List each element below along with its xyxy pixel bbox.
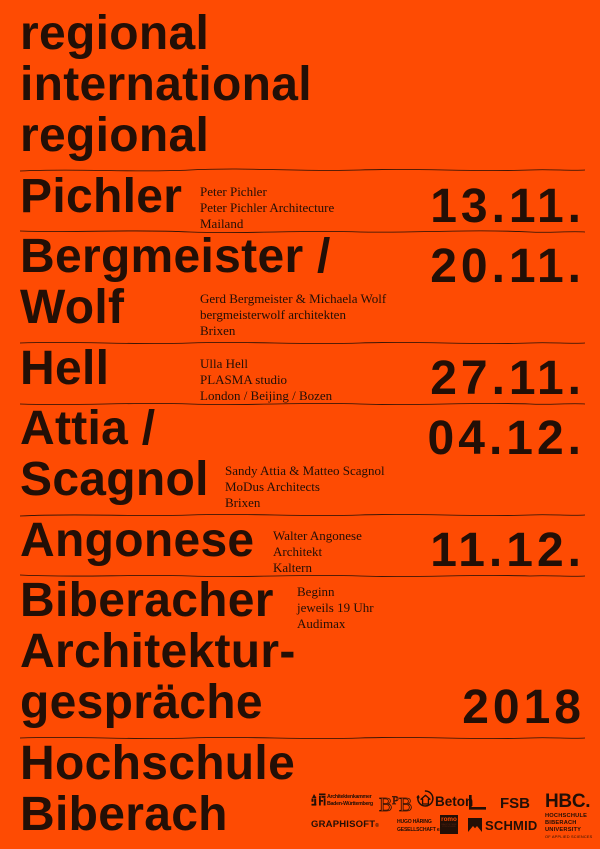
svg-text:B: B <box>379 794 392 814</box>
svg-text:B: B <box>399 794 412 814</box>
svg-text:P: P <box>392 793 399 807</box>
